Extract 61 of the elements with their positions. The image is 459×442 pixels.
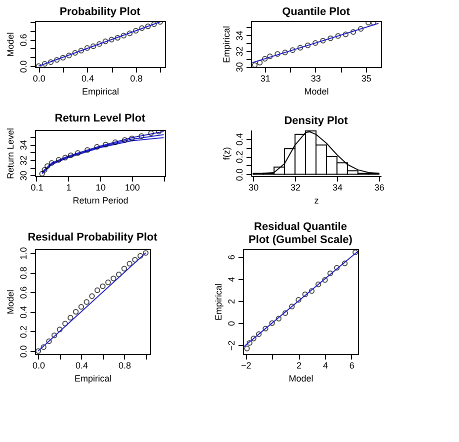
chart-title: Residual Quantile Plot (Gumbel Scale): [248, 221, 353, 246]
x-axis-title: Return Period: [72, 196, 128, 206]
x-tick-label: 36: [374, 182, 384, 192]
y-tick-label: 0.6: [18, 286, 28, 299]
x-tick-label: 34: [332, 182, 342, 192]
y-tick-label: 0.8: [18, 266, 28, 280]
x-tick-label: 0.4: [81, 74, 94, 84]
x-tick-label: 30: [248, 182, 259, 192]
y-tick-label: 34: [234, 30, 244, 41]
y-tick-label: 30: [234, 62, 244, 72]
y-tick-label: 1.0: [18, 247, 28, 260]
y-tick-label: 2: [226, 298, 236, 304]
y-axis-title: Model: [6, 32, 16, 57]
x-axis-title: Model: [288, 374, 314, 384]
y-tick-label: 32: [234, 46, 244, 56]
y-tick-label: 0.2: [18, 326, 28, 338]
x-axis-title: Empirical: [82, 86, 120, 96]
chart-title: Probability Plot: [60, 6, 141, 18]
y-tick-label: 32: [18, 155, 28, 166]
x-tick-label: 2: [296, 360, 302, 370]
x-axis-title: Model: [304, 86, 329, 96]
x-tick-label: 6: [349, 360, 354, 370]
y-tick-label: 34: [18, 140, 28, 150]
x-tick-label: 0.4: [75, 360, 88, 370]
x-axis-title: Empirical: [74, 374, 112, 384]
x-tick-label: 0.8: [130, 74, 143, 84]
x-tick-label: 0.0: [32, 360, 45, 370]
chart-title: Quantile Plot: [282, 6, 350, 18]
y-tick-label: 0.0: [234, 168, 244, 181]
y-axis-title: Model: [6, 290, 16, 314]
x-tick-label: 31: [260, 74, 270, 84]
y-tick-label: 0.6: [18, 34, 28, 46]
x-tick-label: 4: [322, 360, 328, 370]
y-axis-title: f(z): [222, 147, 232, 160]
x-axis-title: z: [314, 196, 320, 206]
x-tick-label: 1: [66, 182, 72, 192]
x-tick-label: 0.0: [32, 74, 46, 84]
y-tick-label: 0: [226, 321, 236, 326]
x-tick-label: −2: [241, 360, 252, 370]
y-axis-title: Empirical: [214, 283, 224, 321]
y-tick-label: 0.4: [18, 306, 28, 319]
y-tick-label: 0.4: [234, 133, 244, 146]
y-axis-title: Return Level: [6, 128, 16, 180]
y-tick-label: 0.0: [18, 60, 28, 73]
y-tick-label: −2: [226, 340, 236, 351]
chart-title: Density Plot: [284, 115, 348, 127]
y-tick-label: 4: [226, 276, 236, 282]
x-tick-label: 33: [310, 74, 321, 84]
x-tick-label: 0.8: [118, 360, 131, 370]
y-tick-label: 30: [18, 170, 28, 181]
y-axis-title: Empirical: [222, 26, 232, 64]
x-tick-label: 32: [290, 182, 301, 192]
y-tick-label: 0.0: [18, 345, 28, 358]
chart-title: Residual Probability Plot: [28, 232, 158, 244]
x-tick-label: 10: [96, 182, 106, 192]
y-tick-label: 0.2: [234, 150, 244, 164]
x-tick-label: 0.1: [30, 182, 44, 192]
x-tick-label: 35: [361, 74, 372, 84]
x-tick-label: 100: [124, 182, 140, 192]
chart-title: Return Level Plot: [54, 112, 146, 124]
y-tick-label: 6: [226, 254, 236, 260]
